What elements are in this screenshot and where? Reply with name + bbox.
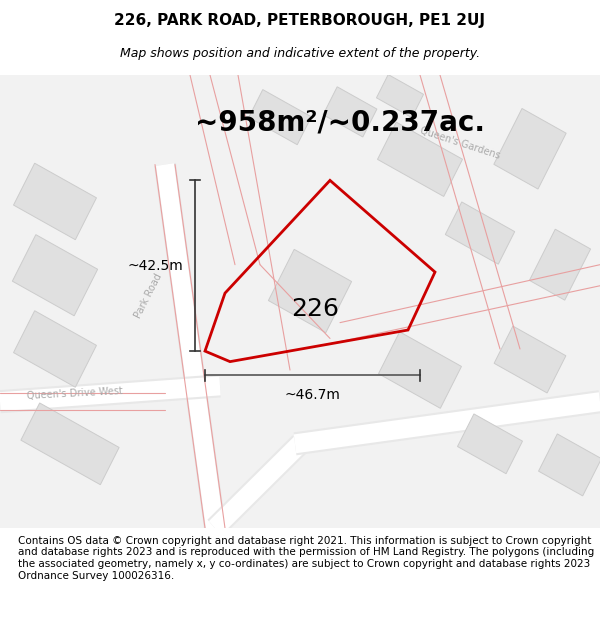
- Text: Queen's Gardens: Queen's Gardens: [419, 126, 502, 161]
- Polygon shape: [156, 163, 224, 529]
- Polygon shape: [248, 89, 311, 145]
- Polygon shape: [294, 392, 600, 453]
- Polygon shape: [379, 332, 461, 408]
- Polygon shape: [268, 249, 352, 332]
- Text: 226: 226: [292, 297, 340, 321]
- Text: Park Road: Park Road: [133, 272, 164, 321]
- Polygon shape: [323, 87, 377, 137]
- Polygon shape: [208, 436, 308, 537]
- Polygon shape: [494, 109, 566, 189]
- Polygon shape: [209, 437, 306, 535]
- Polygon shape: [445, 202, 515, 264]
- Polygon shape: [458, 414, 523, 474]
- Text: Queen's Drive West: Queen's Drive West: [27, 386, 123, 401]
- Text: Map shows position and indicative extent of the property.: Map shows position and indicative extent…: [120, 48, 480, 61]
- Polygon shape: [0, 376, 221, 411]
- Polygon shape: [14, 311, 97, 388]
- Polygon shape: [529, 229, 590, 300]
- Polygon shape: [13, 234, 98, 316]
- Polygon shape: [494, 326, 566, 393]
- Polygon shape: [539, 434, 600, 496]
- Text: ~42.5m: ~42.5m: [127, 259, 183, 272]
- Text: ~46.7m: ~46.7m: [284, 388, 340, 402]
- Polygon shape: [293, 390, 600, 456]
- Polygon shape: [154, 163, 226, 530]
- Text: ~958m²/~0.237ac.: ~958m²/~0.237ac.: [195, 108, 485, 136]
- Text: Contains OS data © Crown copyright and database right 2021. This information is : Contains OS data © Crown copyright and d…: [18, 536, 594, 581]
- Text: 226, PARK ROAD, PETERBOROUGH, PE1 2UJ: 226, PARK ROAD, PETERBOROUGH, PE1 2UJ: [115, 14, 485, 29]
- Polygon shape: [377, 122, 463, 196]
- Polygon shape: [21, 403, 119, 485]
- Polygon shape: [14, 163, 97, 240]
- Polygon shape: [376, 74, 424, 118]
- Polygon shape: [0, 374, 221, 413]
